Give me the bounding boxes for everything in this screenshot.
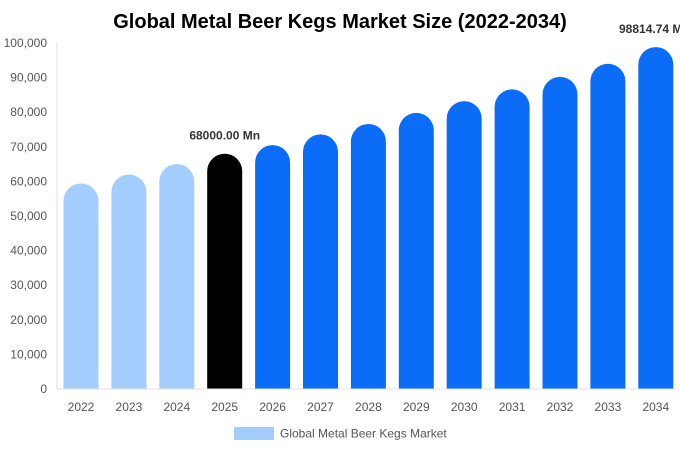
x-axis: 2022 2023 2024 2025 2026 2027 2028 2029 2030 2031… bbox=[57, 388, 680, 414]
y-tick-label: 20,000 bbox=[10, 313, 47, 327]
bar[interactable] bbox=[303, 134, 338, 389]
y-tick-label: 50,000 bbox=[10, 209, 47, 223]
y-tick-label: 30,000 bbox=[10, 278, 47, 292]
x-tick-label: 2034 bbox=[642, 400, 669, 414]
x-tick-label: 2028 bbox=[355, 400, 382, 414]
data-label: 98814.74 Mn bbox=[619, 22, 680, 36]
x-tick-label: 2031 bbox=[499, 400, 526, 414]
bar[interactable] bbox=[398, 112, 434, 390]
x-tick-label: 2027 bbox=[307, 400, 334, 414]
y-tick-label: 0 bbox=[40, 382, 47, 396]
data-annotations: 68000.00 Mn 98814.74 Mn bbox=[189, 22, 680, 143]
bar[interactable] bbox=[63, 183, 99, 389]
bar[interactable] bbox=[159, 164, 195, 389]
bar[interactable] bbox=[542, 76, 578, 390]
bar[interactable] bbox=[255, 145, 291, 389]
bars bbox=[63, 47, 674, 390]
bar[interactable] bbox=[350, 123, 386, 390]
y-tick-label: 80,000 bbox=[10, 105, 47, 119]
y-tick-label: 90,000 bbox=[10, 71, 47, 85]
bar[interactable] bbox=[446, 101, 482, 390]
x-tick-label: 2022 bbox=[68, 400, 95, 414]
chart-title: Global Metal Beer Kegs Market Size (2022… bbox=[113, 11, 567, 33]
x-tick-label: 2033 bbox=[595, 400, 622, 414]
bar[interactable] bbox=[494, 89, 530, 389]
x-tick-label: 2024 bbox=[163, 400, 190, 414]
x-tick-label: 2029 bbox=[403, 400, 430, 414]
x-tick-label: 2025 bbox=[211, 400, 238, 414]
x-tick-label: 2026 bbox=[259, 400, 286, 414]
x-tick-label: 2023 bbox=[116, 400, 143, 414]
y-tick-label: 40,000 bbox=[10, 244, 47, 258]
bar[interactable] bbox=[207, 153, 243, 389]
data-label: 68000.00 Mn bbox=[189, 129, 260, 143]
y-axis: 0 10,000 20,000 30,000 40,000 50,000 60,000 70,… bbox=[4, 36, 58, 396]
legend-swatch bbox=[234, 427, 274, 440]
bar[interactable] bbox=[590, 63, 626, 389]
x-tick-label: 2030 bbox=[451, 400, 478, 414]
y-tick-label: 70,000 bbox=[10, 140, 47, 154]
legend-label: Global Metal Beer Kegs Market bbox=[280, 427, 447, 441]
x-tick-label: 2032 bbox=[547, 400, 574, 414]
bar[interactable] bbox=[111, 174, 147, 389]
legend[interactable]: Global Metal Beer Kegs Market bbox=[234, 427, 447, 441]
y-tick-label: 60,000 bbox=[10, 174, 47, 188]
y-tick-label: 100,000 bbox=[4, 36, 48, 50]
bar[interactable] bbox=[638, 47, 674, 389]
y-tick-label: 10,000 bbox=[10, 347, 47, 361]
